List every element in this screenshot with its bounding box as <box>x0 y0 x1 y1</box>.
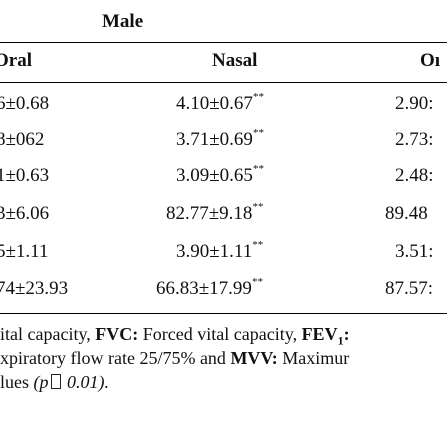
cell-nasal: 66.83±17.99** <box>156 276 263 300</box>
top-rule <box>0 42 447 43</box>
cell-other: 3.51: <box>395 241 434 262</box>
cell-nasal: 4.10±0.67** <box>176 91 264 115</box>
cell-oral: 6±0.68 <box>0 93 50 114</box>
footnote-line-1: ital capacity, FVC: Forced vital capacit… <box>0 324 350 348</box>
bottom-rule <box>0 313 447 314</box>
header-rule <box>0 82 447 83</box>
cell-other: 2.90: <box>395 93 434 114</box>
missing-glyph-box <box>50 374 61 389</box>
footnote-line-3: lues (p 0.01). <box>0 372 109 392</box>
cell-nasal: 3.90±1.11** <box>176 239 264 263</box>
group-header-male: Male <box>102 11 144 32</box>
cell-oral: 3±6.06 <box>0 203 50 224</box>
cell-oral: 74±23.93 <box>0 278 69 299</box>
cell-oral: 5±1.11 <box>0 241 49 262</box>
cell-other: 87.57: <box>385 278 434 299</box>
cell-nasal: 82.77±9.18** <box>166 201 264 225</box>
cell-other: 89.48 <box>385 203 428 224</box>
cell-other: 2.73: <box>395 129 434 150</box>
column-header-oral: Oral <box>0 50 32 71</box>
cell-nasal: 3.71±0.69** <box>176 127 264 151</box>
footnote-line-2: xpiratory flow rate 25/75% and MVV: Maxi… <box>0 348 350 368</box>
column-header-other: Oı <box>420 50 441 71</box>
cell-nasal: 3.09±0.65** <box>176 163 264 187</box>
cell-oral: 1±0.63 <box>0 165 50 186</box>
cell-oral: 8±062 <box>0 129 45 150</box>
column-header-nasal: Nasal <box>212 50 258 71</box>
cell-other: 2.48: <box>395 165 434 186</box>
